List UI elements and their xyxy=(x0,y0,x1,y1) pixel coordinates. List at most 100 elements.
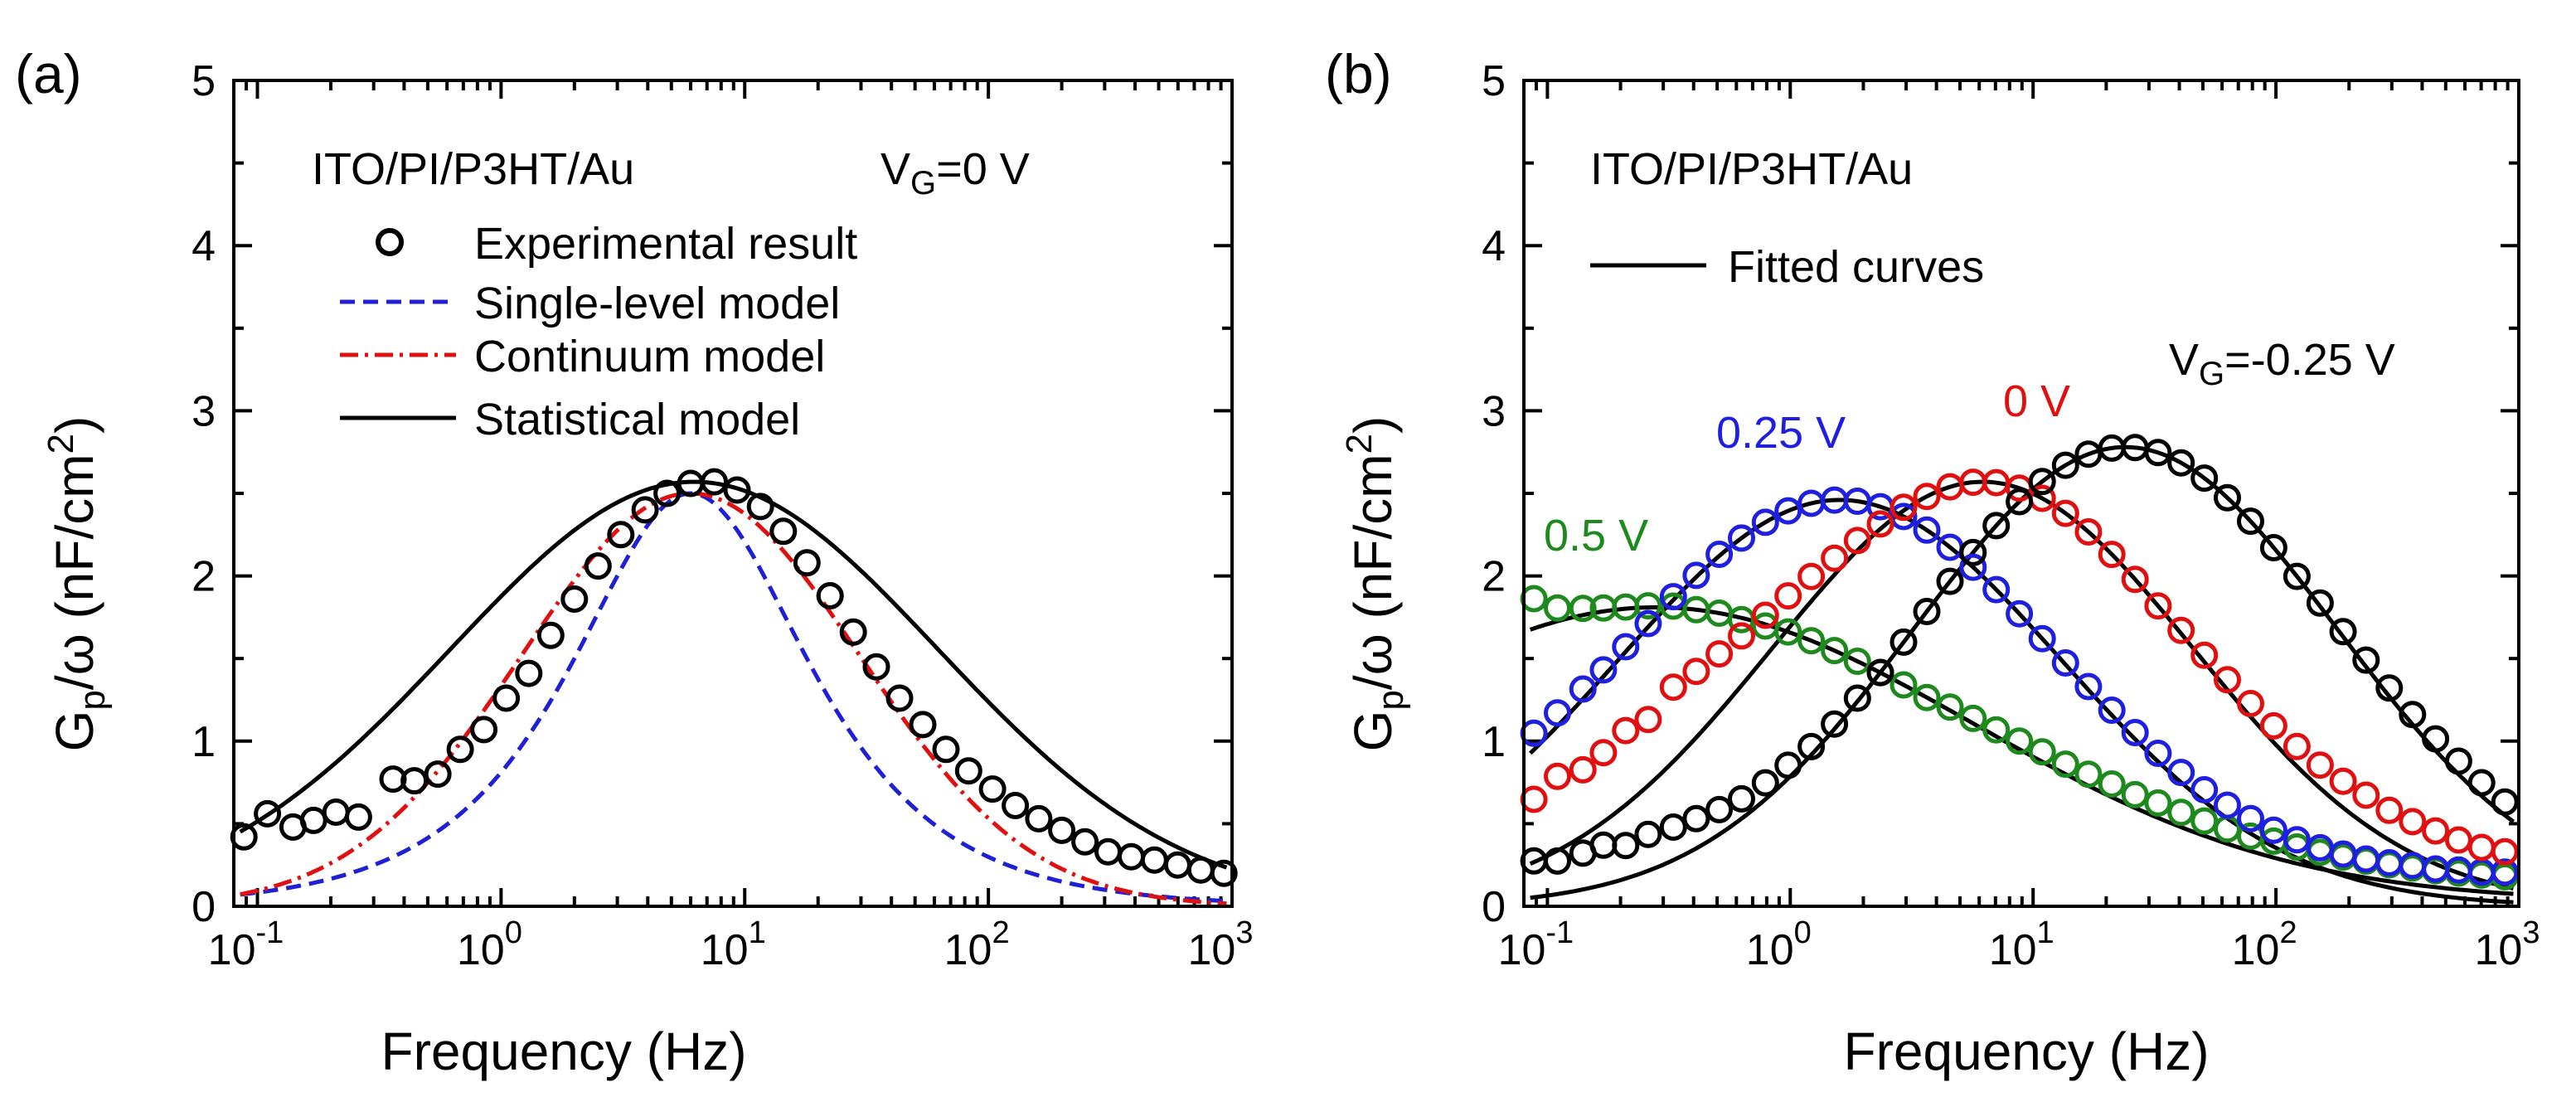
data-point-0.25V xyxy=(2144,740,2172,767)
panel-a-legend: Experimental result Single-level model C… xyxy=(340,219,857,444)
data-point-0V xyxy=(1659,673,1687,701)
data-point-0V xyxy=(1589,739,1618,767)
data-point-0.25V xyxy=(2283,826,2311,854)
data-point--0.25V xyxy=(2467,769,2496,797)
data-point-experimental xyxy=(1071,828,1099,856)
data-point-0.25V xyxy=(1569,675,1597,703)
data-point-experimental xyxy=(1025,804,1053,832)
y-tick-label: 1 xyxy=(192,718,216,766)
data-point-experimental xyxy=(446,735,474,764)
data-point--0.25V xyxy=(1751,769,1779,797)
data-point--0.25V xyxy=(1959,538,1987,566)
data-point-0V xyxy=(2259,711,2287,740)
data-point-0.25V xyxy=(1774,497,1802,525)
data-point--0.25V xyxy=(1913,598,1941,625)
data-point--0.25V xyxy=(2167,449,2195,477)
data-point-0V xyxy=(2375,796,2404,824)
data-point-experimental xyxy=(631,496,659,524)
data-point-0.5V xyxy=(2006,727,2034,755)
panel-b-y-axis-label: Gp/ω (nF/cm2) xyxy=(1339,416,1411,752)
data-point-experimental xyxy=(816,582,844,609)
data-point--0.25V xyxy=(1659,813,1687,841)
data-point-0V xyxy=(2214,666,2241,694)
series-label-0V: 0 V xyxy=(2003,376,2070,426)
data-point-0V xyxy=(2283,732,2311,760)
legend-continuum-label: Continuum model xyxy=(474,332,825,381)
x-tick-label: 100 xyxy=(1746,915,1812,974)
y-tick-label: 5 xyxy=(1482,57,1506,105)
data-point--0.25V xyxy=(1544,847,1571,875)
data-point-0.5V xyxy=(1774,618,1802,646)
y-tick-label: 3 xyxy=(192,387,216,435)
data-point-0.25V xyxy=(1612,633,1640,661)
data-point-0V xyxy=(1821,544,1849,572)
data-point-experimental xyxy=(769,517,798,546)
data-point--0.25V xyxy=(2028,468,2056,496)
data-point-0V xyxy=(1612,716,1640,745)
data-point--0.25V xyxy=(2444,747,2472,775)
data-point-0.25V xyxy=(1705,541,1734,568)
data-point-0V xyxy=(2306,751,2334,779)
data-point--0.25V xyxy=(1705,795,1734,823)
data-point-0.5V xyxy=(2098,770,2126,798)
panel-a-label: (a) xyxy=(15,43,82,104)
data-point--0.25V xyxy=(2190,464,2219,493)
data-point-0V xyxy=(1751,601,1779,629)
data-point-experimental xyxy=(536,621,565,649)
data-point-experimental xyxy=(1140,846,1168,874)
legend-experimental-label: Experimental result xyxy=(474,219,857,269)
data-point-0V xyxy=(2237,690,2264,717)
fitted-curve-0V xyxy=(1529,479,2515,891)
data-point-experimental xyxy=(344,803,372,831)
data-point-0V xyxy=(2144,592,2172,620)
data-point--0.25V xyxy=(2399,701,2427,729)
data-point--0.25V xyxy=(2491,788,2519,816)
data-point-0.25V xyxy=(1890,502,1918,531)
data-point-0.25V xyxy=(2121,719,2149,746)
data-point-0.25V xyxy=(2098,697,2126,724)
data-point-0.5V xyxy=(1936,693,1964,721)
data-point--0.25V xyxy=(1866,658,1894,687)
data-point-0V xyxy=(2329,767,2357,795)
fitted-curve-0.25V xyxy=(1528,498,2514,905)
data-point-experimental xyxy=(400,767,429,795)
data-point--0.25V xyxy=(1936,567,1964,595)
data-point-0.25V xyxy=(1913,516,1941,544)
data-point-experimental xyxy=(584,552,612,580)
data-point-0V xyxy=(2098,541,2126,569)
data-point-experimental xyxy=(978,775,1007,803)
data-point-0.25V xyxy=(1728,524,1755,552)
data-point-0.25V xyxy=(2491,858,2519,886)
x-tick-label: 103 xyxy=(1188,915,1254,974)
data-point-experimental xyxy=(839,618,867,646)
data-point-0.25V xyxy=(2006,599,2034,628)
data-point-experimental xyxy=(254,799,282,828)
data-point-0.25V xyxy=(1959,553,1987,581)
data-point-0V xyxy=(2491,837,2519,866)
data-point--0.25V xyxy=(2051,451,2079,479)
panel-b-label: (b) xyxy=(1325,43,1392,104)
data-point-0.25V xyxy=(2214,791,2241,819)
data-point-experimental xyxy=(701,468,728,496)
data-point-0.5V xyxy=(1982,716,2011,744)
panel-a-plot-frame xyxy=(232,79,1234,908)
panel-b-device-annotation: ITO/PI/P3HT/Au xyxy=(1590,144,1913,194)
data-point--0.25V xyxy=(2329,618,2357,646)
data-point-0.5V xyxy=(2028,738,2056,766)
data-point-0.5V xyxy=(2190,807,2219,835)
data-point--0.25V xyxy=(2306,589,2334,617)
data-point-0V xyxy=(2352,781,2380,809)
data-point-0.25V xyxy=(2237,804,2264,832)
x-tick-label: 103 xyxy=(2475,915,2540,974)
data-point-0V xyxy=(2190,641,2219,669)
data-point-0.5V xyxy=(1569,595,1597,623)
data-point-0V xyxy=(1913,483,1941,511)
data-point--0.25V xyxy=(2375,674,2404,702)
data-point-experimental xyxy=(862,653,890,681)
x-tick-label: 100 xyxy=(457,915,522,974)
data-point--0.25V xyxy=(2422,725,2450,753)
data-point-experimental xyxy=(932,735,960,764)
y-tick-label: 2 xyxy=(192,553,216,601)
data-point-experimental xyxy=(1094,837,1122,866)
